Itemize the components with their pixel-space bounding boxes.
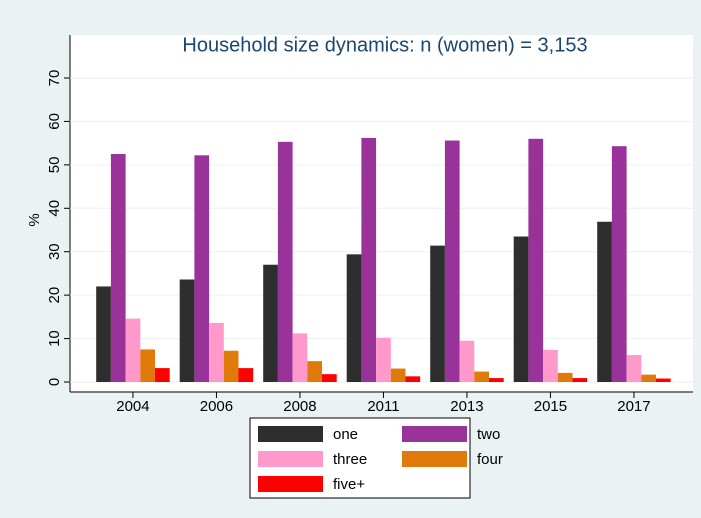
bar <box>179 279 195 382</box>
y-tick-label: 10 <box>46 330 63 347</box>
bar <box>125 318 141 382</box>
bar <box>390 368 406 382</box>
chart-title: Household size dynamics: n (women) = 3,1… <box>182 34 587 56</box>
legend-label: five+ <box>333 476 365 493</box>
bar <box>513 236 529 382</box>
legend-swatch <box>258 426 323 442</box>
bar <box>474 371 489 382</box>
bar <box>489 378 504 382</box>
x-tick-label: 2008 <box>283 398 316 415</box>
legend-swatch <box>402 451 467 467</box>
bar <box>277 141 293 382</box>
bar <box>140 349 155 382</box>
legend-label: four <box>477 451 503 468</box>
bar <box>292 333 308 382</box>
y-axis-label: % <box>26 213 43 226</box>
bar <box>263 264 278 382</box>
y-tick-label: 20 <box>46 287 63 304</box>
y-tick-label: 40 <box>46 200 63 217</box>
x-tick-label: 2013 <box>450 398 483 415</box>
legend-label: three <box>333 451 367 468</box>
bar <box>641 374 656 382</box>
bar <box>361 137 377 382</box>
bar <box>656 378 671 382</box>
bar <box>459 340 475 382</box>
bar <box>155 368 170 382</box>
legend-swatch <box>258 451 323 467</box>
bar <box>572 378 588 382</box>
bar <box>430 245 445 382</box>
bar <box>223 350 239 382</box>
bar <box>322 374 337 382</box>
legend-label: one <box>333 426 358 443</box>
x-tick-label: 2006 <box>200 398 233 415</box>
bar <box>611 146 627 382</box>
legend-label: two <box>477 426 500 443</box>
bar <box>307 361 322 382</box>
plot-area <box>70 35 693 392</box>
legend-swatch <box>258 476 323 492</box>
bar <box>209 322 224 382</box>
bar <box>597 221 612 382</box>
legend-swatch <box>402 426 467 442</box>
bar <box>543 349 558 382</box>
y-tick-label: 30 <box>46 243 63 260</box>
bar <box>238 368 254 382</box>
x-tick-label: 2015 <box>534 398 567 415</box>
y-tick-label: 70 <box>46 70 63 87</box>
bar <box>557 372 573 382</box>
y-tick-label: 0 <box>46 378 63 386</box>
x-tick-label: 2004 <box>116 398 149 415</box>
x-tick-label: 2011 <box>367 398 399 415</box>
bar <box>194 155 210 382</box>
bar <box>444 140 460 382</box>
y-tick-label: 50 <box>46 157 63 174</box>
bar <box>96 286 111 382</box>
bar <box>346 254 362 382</box>
bar <box>110 154 126 382</box>
bar <box>405 376 421 382</box>
bar <box>528 138 544 382</box>
bar <box>376 337 391 382</box>
y-tick-label: 60 <box>46 113 63 130</box>
x-tick-label: 2017 <box>617 398 650 415</box>
bar <box>626 355 642 382</box>
